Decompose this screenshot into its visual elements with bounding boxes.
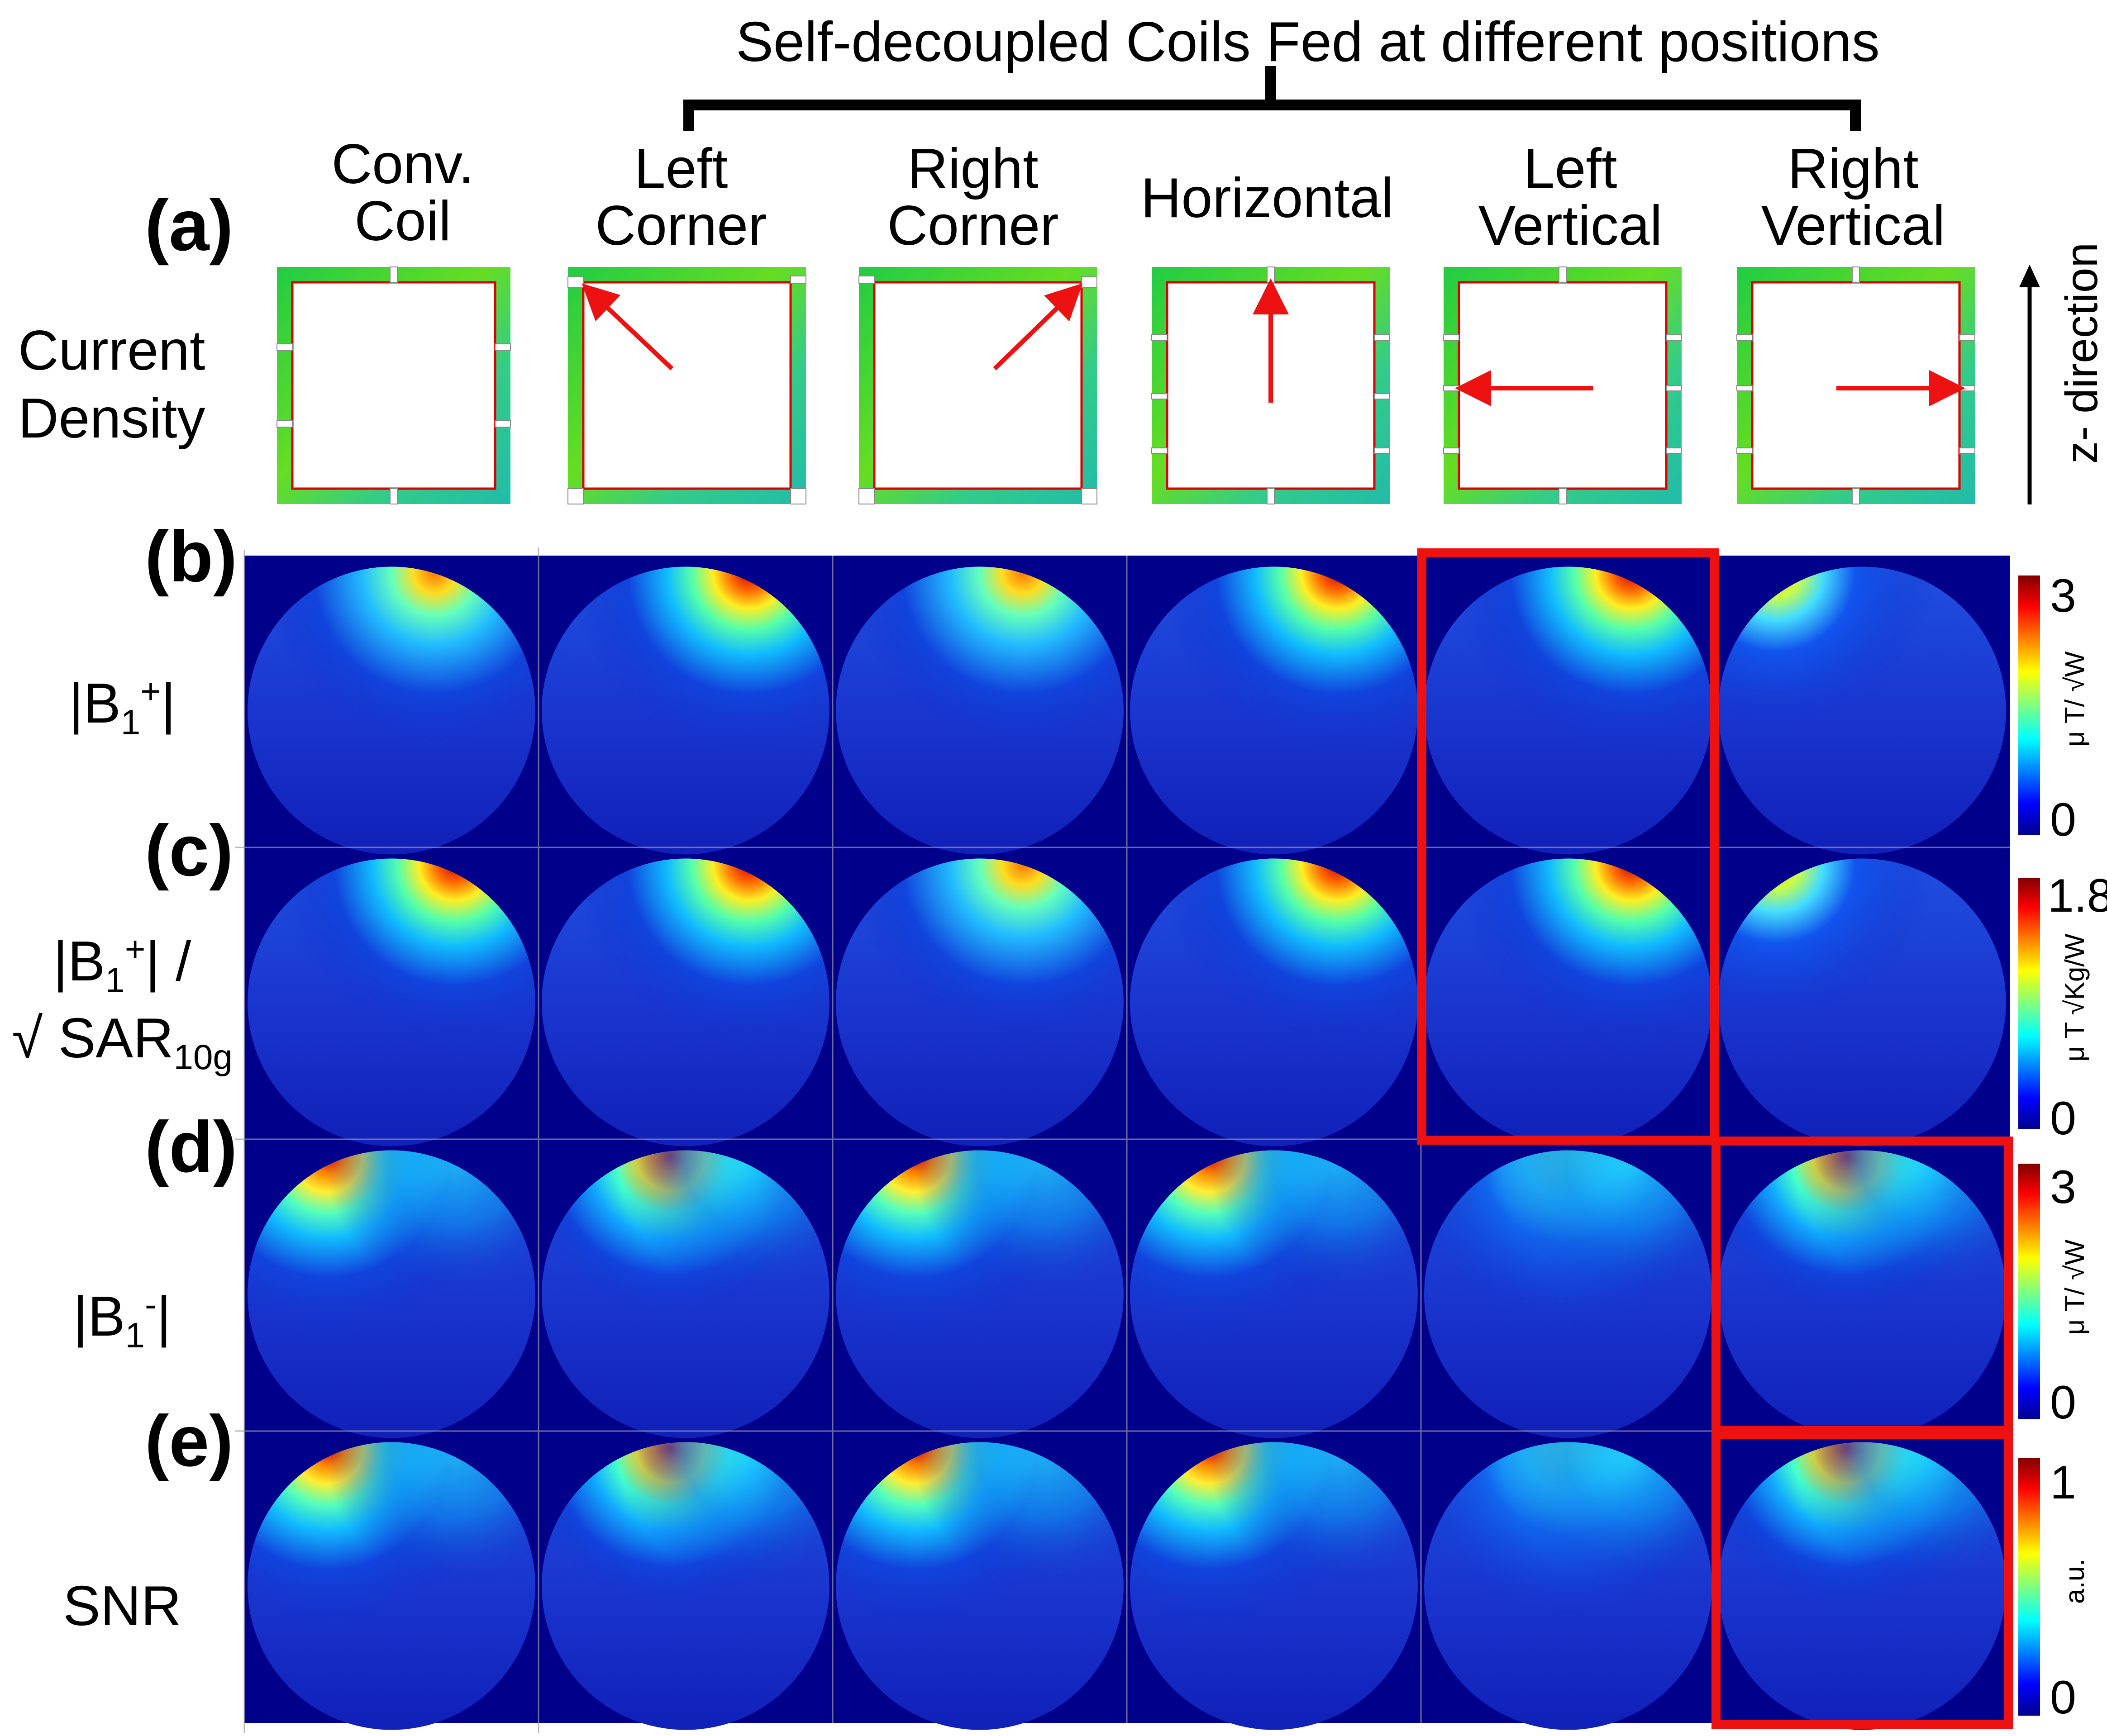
field-map-cell <box>1130 1150 1418 1438</box>
colorbar-b-unit: μ T/ √W <box>2059 651 2090 747</box>
feed-arrow <box>993 283 1083 371</box>
colorbar-e <box>2018 1458 2040 1716</box>
field-map-cell <box>1130 566 1418 855</box>
row-label-snr: SNR <box>63 1575 181 1637</box>
field-map-cell <box>836 1442 1124 1730</box>
field-map-cell <box>248 858 535 1146</box>
col-header-right-corner: Right Corner <box>887 138 1059 257</box>
field-map-cell <box>542 1150 829 1438</box>
field-map-cell <box>1424 1442 1712 1730</box>
title-bracket <box>683 66 1861 131</box>
field-map-cell <box>1424 566 1712 855</box>
field-map-cell <box>1718 1442 2006 1730</box>
field-map-cell <box>836 566 1124 855</box>
coil-right-vertical <box>1736 266 1975 504</box>
colorbars <box>2018 575 2040 1716</box>
field-map-cell <box>542 858 829 1146</box>
col-header-left-corner: Left Corner <box>595 138 767 257</box>
colorbar-b-max: 3 <box>2050 570 2076 622</box>
field-map-cell <box>1130 1442 1418 1730</box>
colorbar-e-unit: a.u. <box>2059 1558 2090 1604</box>
colorbar-d-unit: μ T/ √W <box>2059 1239 2090 1335</box>
field-map-cell <box>1718 566 2006 855</box>
field-map-cell <box>248 566 535 855</box>
colorbar-c-unit: μ T √Kg/W <box>2059 933 2090 1062</box>
field-map-cell <box>542 1442 829 1730</box>
field-map-cell <box>1424 858 1712 1146</box>
panel-label-c: (c) <box>145 810 234 891</box>
colorbar-d-min: 0 <box>2050 1376 2076 1429</box>
colorbar-e-min: 0 <box>2050 1671 2076 1724</box>
col-header-conv: Conv. Coil <box>331 133 474 252</box>
highlight-right-vertical-e <box>1711 1430 2013 1729</box>
col-header-horizontal: Horizontal <box>1140 167 1394 229</box>
col-header-left-vertical: Left Vertical <box>1478 138 1663 257</box>
panel-label-a: (a) <box>145 185 234 266</box>
colorbar-e-max: 1 <box>2050 1456 2076 1509</box>
colorbar-b-min: 0 <box>2050 794 2076 846</box>
colorbar-c-min: 0 <box>2050 1092 2076 1145</box>
field-map-cell <box>836 858 1124 1146</box>
z-direction-arrow <box>2019 265 2040 504</box>
highlight-left-vertical-bc <box>1417 548 1719 1145</box>
field-map-cell <box>1718 858 2006 1146</box>
coil-left-vertical <box>1443 266 1682 504</box>
feed-arrow <box>582 283 674 371</box>
field-map-cell <box>836 1150 1124 1438</box>
colorbar-c <box>2018 878 2040 1129</box>
coil-conv <box>276 266 511 504</box>
panel-label-b: (b) <box>145 516 238 597</box>
panel-label-d: (d) <box>145 1106 238 1187</box>
field-map-cell <box>1130 858 1418 1146</box>
colorbar-c-max: 1.8 <box>2048 870 2107 922</box>
coil-horizontal <box>1151 266 1390 504</box>
field-map-cell <box>248 1442 535 1730</box>
field-map-cell <box>1424 1150 1712 1438</box>
coil-right-corner <box>858 267 1097 504</box>
figure-title: Self-decoupled Coils Fed at different po… <box>736 11 1880 73</box>
col-header-right-vertical: Right Vertical <box>1761 138 1945 257</box>
field-map-cell <box>542 566 829 855</box>
current-density-row <box>276 265 2040 504</box>
colorbar-b <box>2018 575 2040 835</box>
coil-left-corner <box>567 267 806 504</box>
panel-label-e: (e) <box>145 1400 234 1481</box>
colorbar-d-max: 3 <box>2050 1161 2076 1213</box>
row-label-b1-over-sar: |B1+| / √ SAR10g <box>12 929 233 1077</box>
field-map-cell <box>248 1150 535 1438</box>
row-label-current-density: Current Density <box>18 319 205 450</box>
field-map-cell <box>1718 1150 2006 1438</box>
row-label-b1-plus: |B1+| <box>68 671 176 742</box>
colorbar-d <box>2018 1164 2040 1419</box>
row-label-b1-minus: |B1-| <box>73 1284 172 1355</box>
